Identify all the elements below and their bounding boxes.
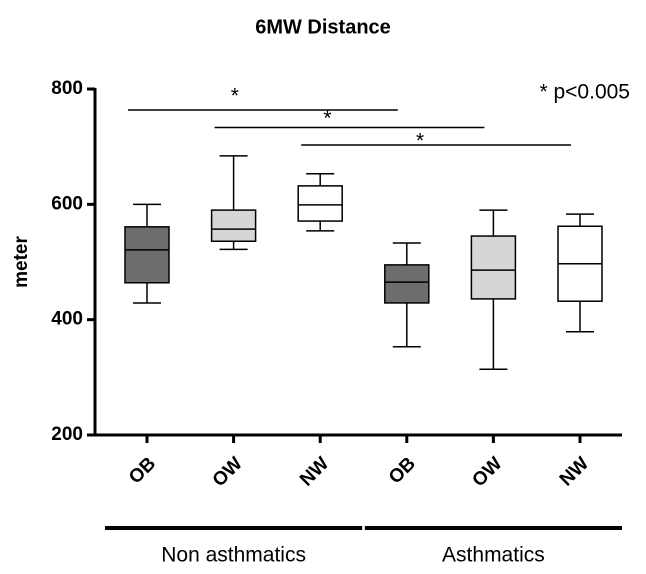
x-tick-label: OB xyxy=(125,453,160,488)
x-tick-label: OB xyxy=(385,453,420,488)
y-tick-label: 200 xyxy=(51,424,83,445)
group-label: Asthmatics xyxy=(442,544,545,567)
y-axis-label: meter xyxy=(11,236,32,288)
box xyxy=(297,185,343,222)
x-tick-label: NW xyxy=(296,453,333,490)
chart-title: 6MW Distance xyxy=(255,16,391,38)
x-tick-label: NW xyxy=(556,453,593,490)
box xyxy=(124,226,170,284)
group-label: Non asthmatics xyxy=(161,544,306,567)
significance-label: * xyxy=(323,107,331,130)
significance-label: * xyxy=(231,85,239,108)
x-tick-label: OW xyxy=(209,453,247,491)
y-tick-label: 400 xyxy=(51,309,83,330)
y-tick-label: 800 xyxy=(51,78,83,99)
x-tick-label: OW xyxy=(468,453,506,491)
y-tick-label: 600 xyxy=(51,193,83,214)
significance-label: * xyxy=(416,130,424,153)
note: * p<0.005 xyxy=(539,81,630,104)
box xyxy=(470,235,517,300)
box xyxy=(384,264,430,304)
box xyxy=(210,209,257,242)
